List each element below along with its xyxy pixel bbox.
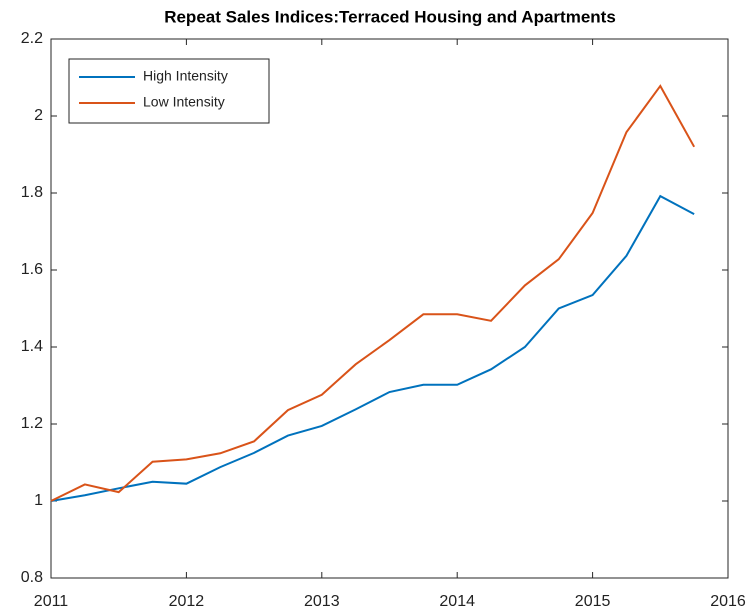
y-tick-label: 1.2: [21, 415, 43, 432]
y-tick-label: 1.8: [21, 184, 43, 201]
y-tick-label: 2.2: [21, 30, 43, 47]
line: [50, 84, 696, 502]
y-tick-label: 1.6: [21, 261, 43, 278]
y-tick-label: 2: [34, 107, 43, 124]
y-tick-label: 0.8: [21, 569, 43, 586]
x-tick-label: 2011: [34, 593, 69, 610]
x-tick-label: 2016: [710, 593, 746, 610]
y-tick-label: 1: [34, 492, 43, 509]
legend-box: [68, 58, 270, 124]
legend-label: High Intensity: [143, 68, 228, 84]
line: [50, 194, 695, 502]
legend-label: Low Intensity: [143, 94, 225, 110]
plot-area: [50, 38, 729, 579]
x-tick-label: 2015: [575, 593, 611, 610]
x-tick-label: 2013: [304, 593, 340, 610]
chart-title: Repeat Sales Indices:Terraced Housing an…: [164, 7, 616, 26]
x-tick-label: 2012: [169, 593, 205, 610]
y-tick-label: 1.4: [21, 338, 43, 355]
x-tick-label: 2014: [439, 593, 475, 610]
